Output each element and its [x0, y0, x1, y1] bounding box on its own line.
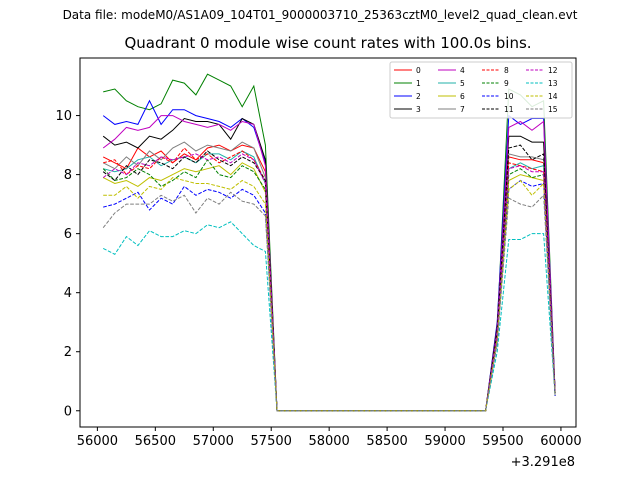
series-line-13	[102, 221, 556, 412]
y-tick-label: 4	[64, 286, 72, 301]
legend-label: 1	[416, 79, 421, 88]
series-line-1	[103, 73, 556, 412]
chart-title: Quadrant 0 module wise count rates with …	[124, 34, 532, 52]
x-tick-label: 56500	[135, 434, 176, 449]
legend-label: 10	[504, 92, 514, 101]
y-tick-label: 6	[64, 227, 72, 242]
y-tick-label: 0	[64, 404, 72, 419]
y-tick-label: 10	[55, 109, 72, 124]
legend-label: 7	[460, 105, 465, 114]
series-line-6	[102, 162, 556, 412]
series-line-3	[102, 117, 556, 412]
axes-frame	[79, 57, 577, 428]
x-tick-label: 56000	[77, 434, 118, 449]
legend-label: 13	[548, 79, 558, 88]
x-tick-label: 59000	[424, 434, 465, 449]
x-tick-label: 60000	[540, 434, 581, 449]
legend-label: 11	[504, 105, 514, 114]
plot-lines	[102, 73, 556, 412]
series-line-9	[102, 158, 556, 412]
series-line-5	[103, 150, 556, 412]
legend-label: 8	[504, 66, 509, 75]
series-line-4	[102, 115, 556, 412]
x-tick-label: 57000	[193, 434, 234, 449]
series-line-0	[102, 144, 556, 412]
legend-label: 9	[504, 79, 509, 88]
series-line-15	[102, 191, 556, 412]
x-axis: 56000 56500 57000 57500 58000 58500 59000 59500…	[77, 427, 582, 449]
legend-label: 0	[416, 66, 421, 75]
legend-label: 2	[416, 92, 421, 101]
x-tick-label: 58500	[366, 434, 407, 449]
x-tick-label: 57500	[251, 434, 292, 449]
series-line-14	[103, 177, 556, 412]
series-line-11	[102, 144, 556, 412]
legend-label: 4	[460, 66, 465, 75]
axes-border	[79, 57, 577, 428]
series-line-8	[103, 147, 556, 412]
series-line-10	[103, 179, 556, 412]
y-tick-label: 8	[64, 168, 72, 183]
series-line-12	[102, 153, 556, 412]
legend-label: 5	[460, 79, 465, 88]
legend-label: 14	[548, 92, 558, 101]
figure-suptitle: Data file: modeM0/AS1A09_104T01_90000037…	[62, 8, 578, 22]
series-line-2	[102, 99, 556, 412]
x-axis-offset-label: +3.291e8	[511, 455, 575, 470]
y-axis: 0 2 4 6 8 10	[55, 109, 80, 419]
legend-label: 3	[416, 105, 421, 114]
x-tick-label: 58000	[308, 434, 349, 449]
y-tick-label: 2	[64, 345, 72, 360]
x-tick-label: 59500	[482, 434, 523, 449]
legend-box	[389, 61, 573, 119]
legend-label: 15	[548, 105, 558, 114]
legend-label: 12	[548, 66, 558, 75]
legend-label: 6	[460, 92, 465, 101]
series-line-7	[102, 141, 556, 412]
